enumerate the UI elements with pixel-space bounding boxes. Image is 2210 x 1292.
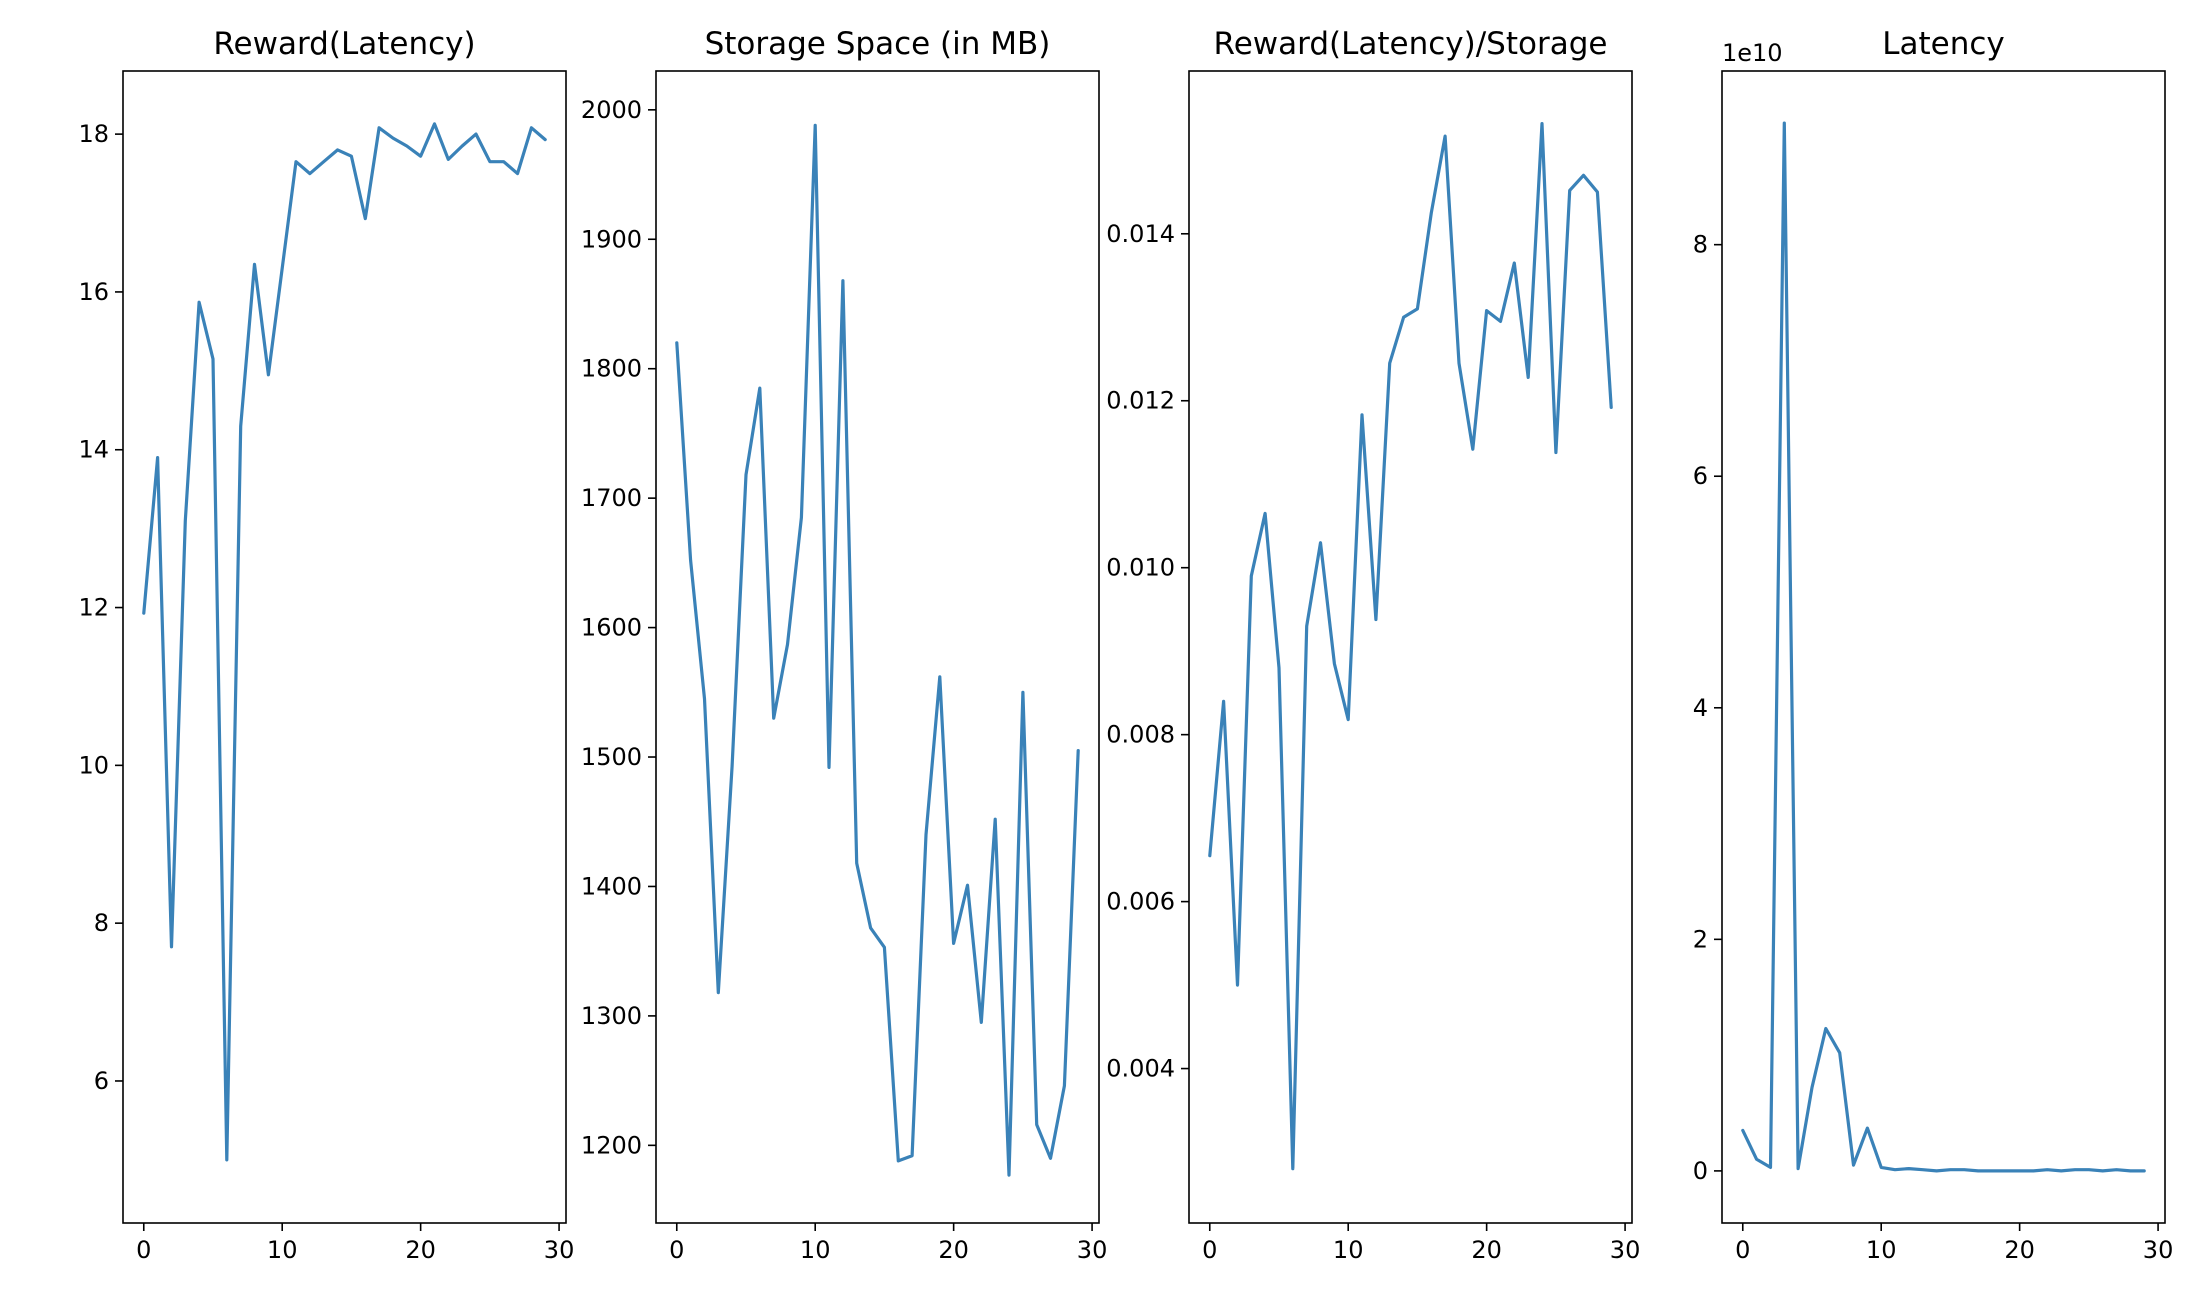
x-tick-label: 20 <box>405 1236 436 1264</box>
chart-panel-latency: 0 10 20 30 0 2 4 6 8 Latency 1e10 <box>1693 26 2174 1264</box>
chart-panel-reward-per-storage: 0 10 20 30 0.004 0.006 0.008 0.010 0.012 0.014 Rew… <box>1106 26 1640 1264</box>
series-line <box>1741 121 2146 1173</box>
series-line <box>1208 121 1613 1171</box>
y-tick-label: 1600 <box>581 614 642 642</box>
y-tick-label: 2000 <box>581 96 642 124</box>
y-tick-label: 1700 <box>581 484 642 512</box>
y-tick-label: 1400 <box>581 872 642 900</box>
x-tick-label: 20 <box>1471 1236 1502 1264</box>
y-tick-label: 0.006 <box>1106 888 1175 916</box>
y-tick-label: 0.008 <box>1106 721 1175 749</box>
plot-frame <box>1721 70 2166 1224</box>
y-tick-label: 0.014 <box>1106 220 1175 248</box>
chart-title: Latency <box>1882 26 2005 62</box>
x-tick-label: 10 <box>1866 1236 1897 1264</box>
chart-panel-reward-latency: 0 10 20 30 6 8 10 12 14 16 18 Reward(Latency) <box>78 26 574 1264</box>
x-tick-label: 10 <box>267 1236 298 1264</box>
y-tick-label: 4 <box>1693 694 1708 722</box>
x-tick-label: 30 <box>1610 1236 1641 1264</box>
y-axis-offset-text: 1e10 <box>1722 39 1783 67</box>
y-tick-label: 18 <box>78 120 109 148</box>
y-tick-label: 14 <box>78 436 109 464</box>
y-tick-label: 8 <box>94 909 109 937</box>
chart-title: Storage Space (in MB) <box>705 26 1051 62</box>
plot-frame <box>655 70 1100 1224</box>
y-tick-label: 0 <box>1693 1157 1708 1185</box>
x-tick-label: 0 <box>136 1236 151 1264</box>
y-tick-label: 6 <box>1693 462 1708 490</box>
x-tick-label: 20 <box>2004 1236 2035 1264</box>
x-tick-label: 0 <box>1735 1236 1750 1264</box>
y-tick-label: 2 <box>1693 925 1708 953</box>
x-tick-label: 30 <box>1077 1236 1108 1264</box>
y-tick-label: 6 <box>94 1067 109 1095</box>
plot-frame <box>122 70 567 1224</box>
x-tick-label: 20 <box>938 1236 969 1264</box>
y-tick-label: 1200 <box>581 1131 642 1159</box>
plot-frame <box>1188 70 1633 1224</box>
y-tick-label: 1500 <box>581 743 642 771</box>
y-tick-label: 0.010 <box>1106 554 1175 582</box>
y-tick-label: 8 <box>1693 231 1708 259</box>
x-tick-label: 30 <box>544 1236 575 1264</box>
y-tick-label: 1900 <box>581 225 642 253</box>
chart-title: Reward(Latency)/Storage <box>1214 26 1608 62</box>
x-tick-label: 10 <box>800 1236 831 1264</box>
y-tick-label: 12 <box>78 594 109 622</box>
x-tick-label: 0 <box>1202 1236 1217 1264</box>
x-tick-label: 0 <box>669 1236 684 1264</box>
y-tick-label: 0.012 <box>1106 387 1175 415</box>
series-line <box>142 122 547 1162</box>
chart-title: Reward(Latency) <box>213 26 475 62</box>
x-tick-label: 30 <box>2143 1236 2174 1264</box>
y-tick-label: 1300 <box>581 1002 642 1030</box>
y-tick-label: 0.004 <box>1106 1055 1175 1083</box>
y-tick-label: 10 <box>78 751 109 779</box>
y-tick-label: 1800 <box>581 355 642 383</box>
x-tick-label: 10 <box>1333 1236 1364 1264</box>
chart-panel-storage-space: 0 10 20 30 1200 1300 1400 1500 1600 1700 1800 1900 2… <box>581 26 1107 1264</box>
series-line <box>675 123 1080 1177</box>
y-tick-label: 16 <box>78 278 109 306</box>
